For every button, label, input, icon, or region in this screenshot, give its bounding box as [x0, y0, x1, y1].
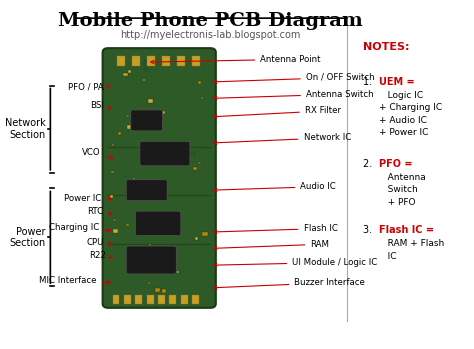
Bar [117, 211, 118, 213]
FancyBboxPatch shape [126, 246, 176, 274]
Bar [162, 289, 166, 293]
Text: Mobile Phone PCB Diagram: Mobile Phone PCB Diagram [58, 12, 363, 30]
Bar [199, 162, 201, 164]
Text: Network
Section: Network Section [5, 118, 46, 140]
Bar [201, 97, 203, 98]
FancyBboxPatch shape [140, 141, 190, 166]
Bar [192, 295, 199, 304]
Bar [181, 295, 188, 304]
Text: Antenna
   Switch
   + PFO: Antenna Switch + PFO [379, 173, 425, 207]
Text: UI Module / Logic IC: UI Module / Logic IC [213, 258, 377, 267]
Bar [148, 99, 153, 103]
Bar [155, 288, 160, 292]
Bar [162, 111, 165, 114]
Text: Antenna Point: Antenna Point [151, 55, 321, 64]
Bar [202, 232, 208, 236]
Text: RTC: RTC [87, 207, 112, 216]
FancyBboxPatch shape [126, 180, 167, 201]
Text: RAM: RAM [213, 240, 329, 250]
Text: R22: R22 [89, 251, 112, 260]
Text: http://myelectronis-lab.blogspot.com: http://myelectronis-lab.blogspot.com [120, 30, 301, 40]
Text: 1.: 1. [363, 77, 378, 87]
Bar [144, 68, 148, 71]
Bar [112, 144, 114, 146]
FancyBboxPatch shape [131, 110, 163, 131]
Text: MIC Interface: MIC Interface [39, 276, 110, 285]
Bar [118, 132, 121, 135]
Bar [126, 115, 129, 118]
Text: RX Filter: RX Filter [213, 106, 341, 118]
Bar [192, 56, 201, 66]
Text: Audio IC: Audio IC [213, 182, 336, 192]
Bar [128, 70, 131, 73]
Bar [159, 155, 164, 159]
Text: Charging IC: Charging IC [49, 223, 111, 232]
Bar [127, 125, 131, 129]
Bar [132, 56, 140, 66]
Bar [124, 295, 131, 304]
Bar [136, 295, 142, 304]
Bar [123, 73, 128, 76]
Bar [132, 257, 134, 259]
Bar [198, 81, 201, 84]
Text: NOTES:: NOTES: [363, 42, 409, 52]
Bar [117, 56, 125, 66]
Bar [126, 224, 129, 227]
Bar [133, 178, 135, 179]
Bar [147, 56, 155, 66]
Text: VCO: VCO [82, 148, 113, 159]
Text: Antenna Switch: Antenna Switch [213, 90, 374, 100]
Text: Power
Section: Power Section [9, 227, 46, 248]
Text: PFO / PA: PFO / PA [68, 82, 110, 91]
Text: Flash IC: Flash IC [213, 224, 337, 233]
Bar [147, 295, 154, 304]
FancyBboxPatch shape [103, 48, 216, 308]
Bar [111, 171, 114, 173]
Bar [169, 218, 170, 219]
Bar [177, 143, 182, 147]
Bar [119, 188, 121, 189]
Text: PFO =: PFO = [379, 159, 412, 169]
Bar [167, 257, 169, 258]
Text: Power IC: Power IC [64, 194, 112, 203]
Bar [159, 263, 164, 266]
Text: Flash IC =: Flash IC = [379, 225, 434, 235]
Text: BSI: BSI [90, 101, 111, 110]
Bar [177, 56, 185, 66]
Bar [191, 152, 195, 155]
Text: 3.: 3. [363, 225, 378, 235]
Bar [202, 242, 203, 243]
FancyBboxPatch shape [136, 211, 181, 236]
Bar [169, 295, 176, 304]
Text: CPU: CPU [86, 238, 112, 247]
Text: Buzzer Interface: Buzzer Interface [213, 278, 365, 289]
Text: UEM =: UEM = [379, 77, 414, 87]
Text: On / OFF Switch: On / OFF Switch [213, 73, 374, 83]
Bar [145, 60, 148, 62]
Bar [147, 282, 150, 284]
Text: Logic IC
+ Charging IC
+ Audio IC
+ Power IC: Logic IC + Charging IC + Audio IC + Powe… [379, 91, 442, 137]
Bar [112, 229, 118, 233]
Bar [113, 219, 116, 221]
Text: RAM + Flash
   IC: RAM + Flash IC [379, 239, 444, 261]
Bar [143, 79, 145, 81]
Text: Network IC: Network IC [213, 133, 351, 144]
Text: 2.: 2. [363, 159, 378, 169]
Bar [195, 237, 198, 239]
Bar [193, 167, 197, 170]
Bar [176, 271, 179, 273]
Bar [149, 244, 151, 246]
Bar [162, 56, 170, 66]
Bar [166, 191, 168, 192]
Bar [158, 295, 165, 304]
Bar [110, 195, 113, 198]
Bar [144, 62, 149, 66]
Bar [113, 295, 119, 304]
